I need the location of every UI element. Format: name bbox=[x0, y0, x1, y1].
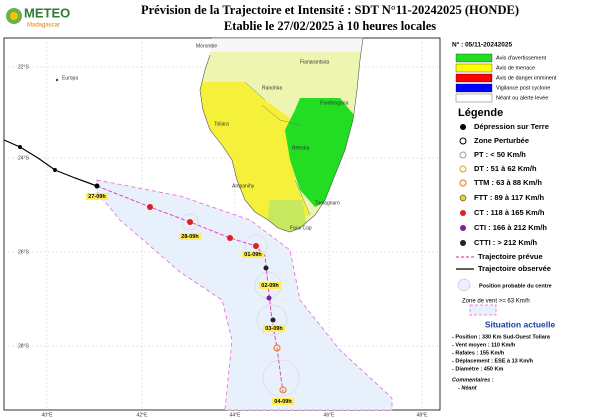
warnings: N° : 05/11-20242025 Avis d'avertissement… bbox=[452, 41, 557, 103]
date-label: 01-09h bbox=[244, 252, 262, 258]
place: Toliara bbox=[214, 121, 229, 127]
legend-item: Dépression sur Terre bbox=[474, 122, 549, 131]
date-label: 04-09h bbox=[274, 399, 292, 405]
lat-label: 22°S bbox=[18, 64, 30, 70]
title: Prévision de la Trajectoire et Intensité… bbox=[141, 3, 519, 17]
lon-label: 44°E bbox=[230, 412, 242, 418]
lon-label: 42°E bbox=[137, 412, 149, 418]
legend-item: Trajectoire observée bbox=[478, 264, 551, 273]
wind-zone bbox=[96, 179, 393, 411]
place: Taolagnaro bbox=[315, 200, 340, 206]
bulletin-number: N° : 05/11-20242025 bbox=[452, 41, 512, 49]
lat-label: 24°S bbox=[18, 155, 30, 161]
subtitle: Etablie le 27/02/2025 à 10 heures locale… bbox=[224, 19, 436, 33]
place: Ampanihy bbox=[232, 183, 255, 189]
place: Ranohira bbox=[262, 85, 283, 91]
date-label: 02-09h bbox=[261, 283, 279, 289]
situation-title: Situation actuelle bbox=[485, 319, 556, 329]
warning-item: Avis de danger imminent bbox=[496, 75, 557, 81]
logo: METEO Madagascar bbox=[6, 5, 70, 29]
situation: Situation actuelle - Position : 330 Km S… bbox=[452, 319, 555, 391]
legend-item: Trajectoire prévue bbox=[478, 252, 543, 261]
situation-line: - Position : 330 Km Sud-Ouest Toliara bbox=[452, 334, 551, 340]
legend-title: Légende bbox=[458, 107, 503, 119]
date-label: 03-09h bbox=[265, 326, 283, 332]
situation-line: - Diamètre : 450 Km bbox=[452, 366, 503, 372]
date-label: 28-09h bbox=[181, 234, 199, 240]
warning-item: Avis d'avertissement bbox=[496, 55, 547, 61]
logo-text: METEO bbox=[24, 5, 70, 20]
comments-title: Commentaires : bbox=[452, 377, 494, 383]
place: Farafangana bbox=[320, 100, 349, 106]
legend-item: FTT : 89 à 117 Km/h bbox=[474, 193, 544, 202]
situation-line: - Déplacement : ESE à 13 Km/h bbox=[452, 358, 534, 364]
comments: - Néant bbox=[458, 385, 478, 391]
place: Betroka bbox=[292, 145, 309, 151]
lat-label: 26°S bbox=[18, 249, 30, 255]
track-symbols bbox=[18, 145, 287, 394]
place: Fianarantsoa bbox=[300, 59, 329, 65]
legend: Légende Dépression sur Terre Zone Pertur… bbox=[456, 107, 552, 316]
map: 22°S 24°S 26°S 28°S 40°E 42°E 44°E 46°E … bbox=[3, 37, 441, 418]
legend-item: Zone de vent >= 63 Km/h bbox=[462, 299, 530, 305]
legend-item: TTM : 63 à 88 Km/h bbox=[474, 178, 542, 187]
logo-sub: Madagascar bbox=[27, 23, 60, 29]
observed-track bbox=[3, 139, 98, 187]
legend-item: PT : < 50 Km/h bbox=[474, 150, 526, 159]
situation-line: - Vent moyen : 110 Km/h bbox=[452, 342, 516, 348]
warning-item: Néant ou alerte levée bbox=[496, 95, 548, 101]
lon-label: 40°E bbox=[42, 412, 54, 418]
legend-item: CTI : 166 à 212 Km/h bbox=[474, 223, 547, 232]
legend-item: CTTI : > 212 Km/h bbox=[474, 238, 538, 247]
lon-label: 46°E bbox=[324, 412, 336, 418]
legend-item: Position probable du centre bbox=[479, 283, 552, 289]
place: Faux Cap bbox=[290, 225, 312, 231]
lon-label: 48°E bbox=[417, 412, 429, 418]
legend-item: CT : 118 à 165 Km/h bbox=[474, 208, 545, 217]
date-labels: 27-09h 28-09h 01-09h 02-09h 03-09h 04-09… bbox=[86, 193, 294, 405]
warning-item: Vigilance post cyclone bbox=[496, 85, 550, 91]
legend-item: DT : 51 à 62 Km/h bbox=[474, 164, 537, 173]
place: Morombe bbox=[196, 43, 217, 49]
warning-item: Avis de menace bbox=[496, 65, 535, 71]
forecast-track bbox=[96, 185, 284, 393]
date-label: 27-09h bbox=[88, 194, 106, 200]
legend-item: Zone Perturbée bbox=[474, 136, 529, 145]
situation-line: - Rafales : 155 Km/h bbox=[452, 350, 505, 356]
lat-label: 28°S bbox=[18, 343, 30, 349]
place: Europa bbox=[62, 75, 78, 81]
